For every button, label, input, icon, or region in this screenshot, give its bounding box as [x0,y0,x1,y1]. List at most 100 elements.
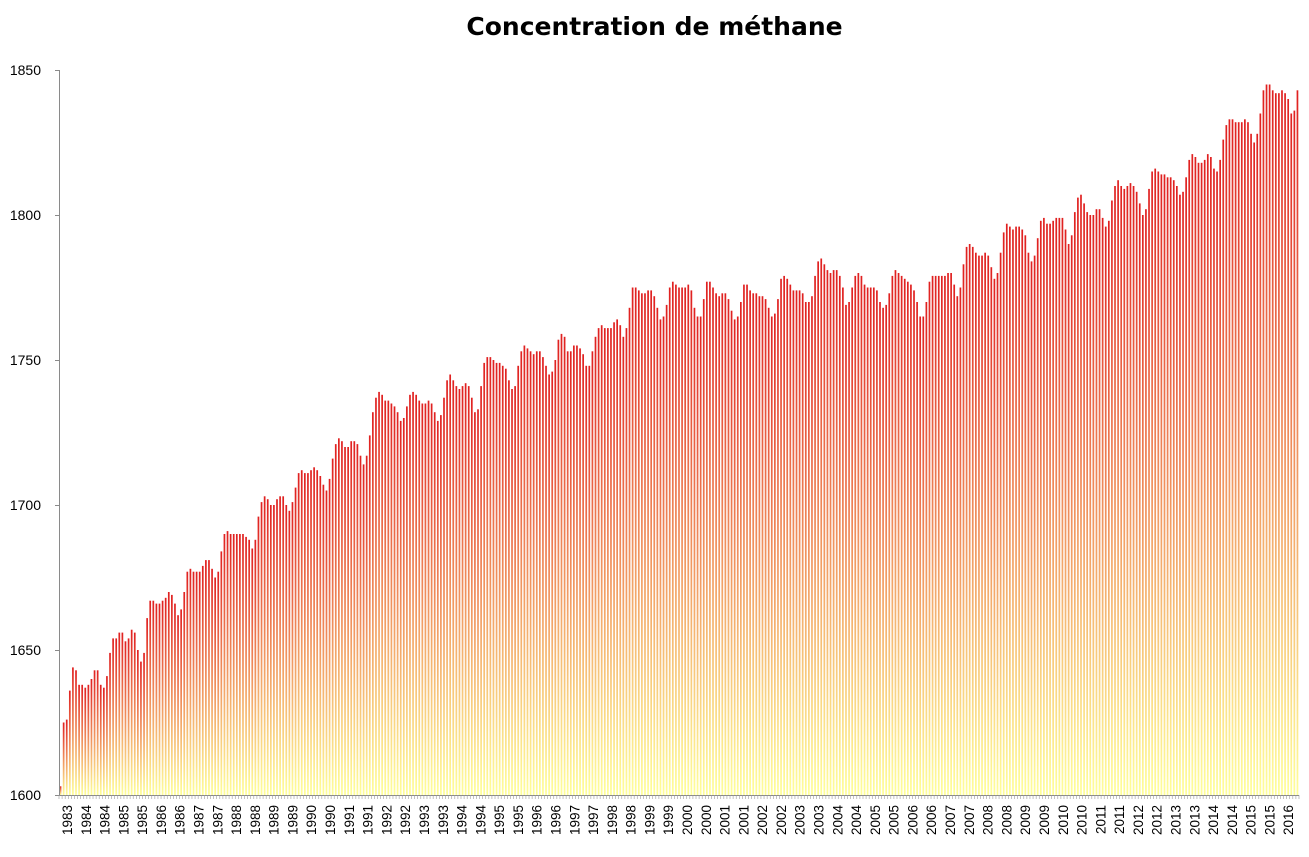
bar [1253,142,1256,795]
bar [829,273,832,795]
bar [480,386,482,795]
x-tick-label: 1988 [248,805,263,835]
bar [906,281,909,795]
bar [693,307,696,795]
bar [696,316,699,795]
bar [486,357,489,795]
bar [931,275,934,795]
bar [402,418,405,795]
bar [548,374,550,795]
bar [1154,168,1157,796]
bar [789,284,792,795]
x-tick-label: 2003 [793,805,808,835]
bar [774,313,776,795]
bar [517,365,520,795]
bar [526,348,529,795]
bar [891,275,894,795]
x-tick-label: 2008 [999,805,1014,835]
bar [947,273,949,795]
x-tick-label: 2008 [981,805,996,835]
x-tick-label: 1998 [605,805,620,835]
bar [1240,122,1243,795]
bar [1117,180,1119,795]
bar [944,275,946,795]
bar [1210,157,1212,795]
bar [1005,223,1008,795]
bar [1225,125,1228,796]
bar [845,304,847,795]
bar [133,632,136,795]
bar [1222,139,1225,796]
bar [981,255,983,796]
bar [882,307,884,795]
bar [483,362,486,795]
bar [1018,226,1020,796]
bar [835,270,838,796]
bar [1089,215,1092,795]
bar [628,307,631,795]
bar [783,275,785,795]
bar [560,333,563,795]
bar [1194,157,1197,795]
bar [365,455,368,795]
bar [334,444,337,795]
x-tick-label: 1999 [642,805,657,835]
x-tick-label: 1998 [624,805,639,835]
x-tick-label: 2001 [736,805,751,835]
x-tick-label: 1990 [323,805,338,835]
bar [180,609,182,795]
bar [341,441,343,795]
x-tick-label: 1997 [586,805,601,835]
bar [625,328,628,795]
bar [554,360,557,795]
x-tick-label: 2014 [1225,805,1240,836]
bar [721,293,724,795]
bar [650,290,653,795]
bar [749,290,751,795]
bar [903,278,906,795]
bar [545,365,547,795]
bar [591,351,594,795]
bar [1080,194,1082,795]
bar [631,287,634,795]
bar [1244,119,1246,796]
x-tick-label: 1989 [285,805,300,835]
bar [288,510,291,795]
x-tick-label: 1995 [511,805,526,835]
bar [897,273,900,795]
bar [619,325,622,795]
bar [594,336,597,795]
bar [62,722,65,795]
bar [780,278,782,795]
bar [470,397,473,795]
x-tick-labels: 1983 1984 1984 1985 1985 1986 1986 1987 1987 1988… [60,805,1296,836]
bar [733,319,736,795]
bar [1290,113,1293,795]
bar [832,270,835,796]
bar [112,638,114,795]
bar [260,502,263,795]
bar [1039,220,1042,796]
bar [1126,186,1129,795]
bar [1256,133,1259,796]
bar [671,281,674,795]
bar [300,470,303,795]
bar [449,374,452,795]
bar [668,287,671,795]
bar [220,551,223,795]
x-tick-label: 1989 [267,805,282,835]
bar [208,560,210,795]
bar [1058,217,1061,795]
bar [1098,209,1101,795]
bar [730,310,733,795]
bar [950,273,952,795]
bar [520,351,523,795]
bar [965,246,968,795]
bar [678,287,680,795]
bar [1138,203,1141,795]
x-tick-label: 2005 [887,805,902,835]
bar [514,386,516,795]
bar [637,290,640,795]
bar [1172,180,1175,795]
bar [579,348,581,795]
